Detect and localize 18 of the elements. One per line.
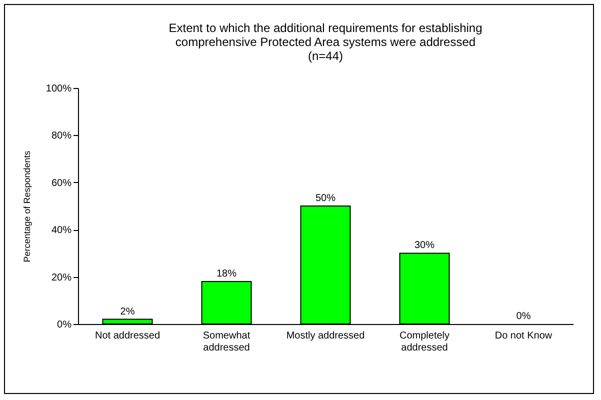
- data-label: 2%: [120, 306, 135, 318]
- y-tick-label: 60%: [51, 178, 72, 189]
- x-tick-label: Somewhat addressed: [202, 330, 250, 354]
- data-label: 30%: [414, 240, 435, 252]
- x-tick-label: Not addressed: [94, 330, 160, 342]
- data-label: 0%: [516, 311, 531, 322]
- y-axis-title: Percentage of Respondents: [22, 150, 32, 262]
- x-tick-label: Completely addressed: [399, 330, 450, 354]
- y-tick-label: 100%: [46, 84, 72, 94]
- y-tick-label: 0%: [57, 320, 72, 330]
- y-tick-label: 80%: [51, 130, 72, 142]
- data-label: 50%: [315, 193, 336, 204]
- data-label: 18%: [216, 268, 237, 280]
- y-tick-label: 40%: [51, 225, 72, 236]
- chart-title: Extent to which the additional requirements for establishing comprehensive Protected Area systems were addressed (n=44): [168, 21, 482, 63]
- x-tick-label: Mostly addressed: [286, 330, 365, 342]
- y-tick-label: 20%: [51, 272, 72, 284]
- x-tick-label: Do not Know: [494, 330, 553, 342]
